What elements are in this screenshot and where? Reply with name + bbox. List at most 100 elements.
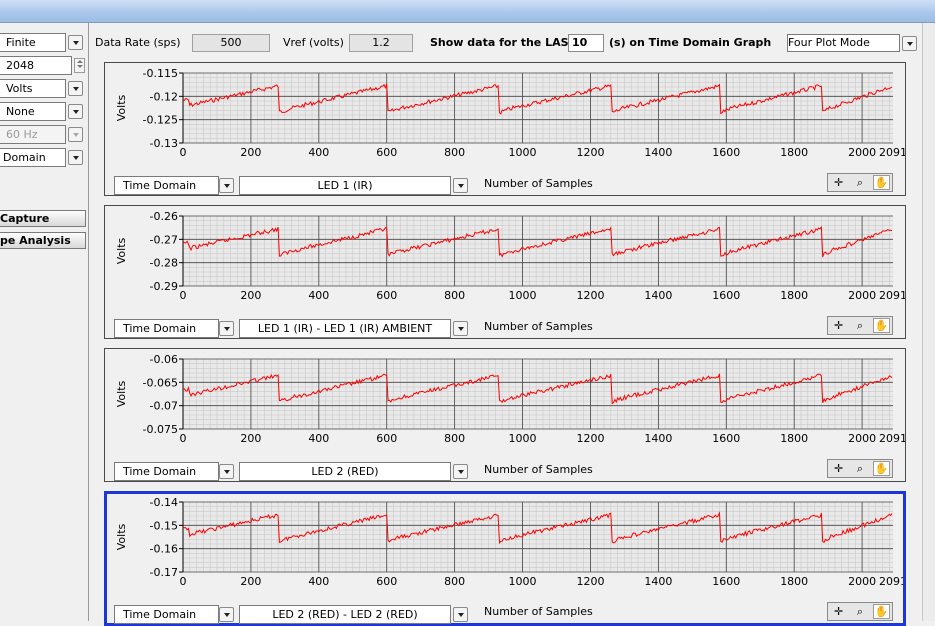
y-tick-label: -0.17 xyxy=(150,566,178,579)
graph-signal-dropdown-button[interactable] xyxy=(453,607,468,622)
graph-signal-select[interactable]: LED 1 (IR) xyxy=(239,176,451,195)
domain-select[interactable]: Domain xyxy=(0,148,66,167)
spin-down-icon[interactable] xyxy=(76,65,83,68)
acquisition-mode-select[interactable]: Finite xyxy=(0,33,66,52)
x-tick-label: 800 xyxy=(444,146,465,159)
show-last-field[interactable]: 10 xyxy=(568,34,604,52)
graph-signal-dropdown-button[interactable] xyxy=(453,464,468,479)
pan-hand-icon[interactable]: ✋ xyxy=(872,175,890,190)
acquisition-mode-dropdown-button[interactable] xyxy=(68,35,83,50)
chevron-down-icon xyxy=(72,155,79,160)
filter-dropdown-button[interactable] xyxy=(68,104,83,119)
signal-trace xyxy=(182,373,893,405)
x-tick-label: 1200 xyxy=(576,289,604,302)
x-tick-label: 1200 xyxy=(576,432,604,445)
zoom-icon[interactable]: ⌕ xyxy=(856,318,864,332)
plot-mode-select[interactable]: Four Plot Mode xyxy=(787,34,900,52)
x-tick-label: 200 xyxy=(240,432,261,445)
chevron-down-icon xyxy=(906,41,913,46)
graph-signal-dropdown-button[interactable] xyxy=(453,178,468,193)
domain-dropdown-button[interactable] xyxy=(68,150,83,165)
units-dropdown-button[interactable] xyxy=(68,81,83,96)
y-tick-label: -0.29 xyxy=(150,280,178,293)
pan-hand-icon[interactable]: ✋ xyxy=(872,318,890,333)
zoom-icon[interactable]: ⌕ xyxy=(856,461,864,475)
graph-domain-dropdown-button[interactable] xyxy=(219,464,234,479)
y-axis-title: Volts xyxy=(115,94,128,121)
graph-domain-select[interactable]: Time Domain xyxy=(114,605,219,624)
graph-toolbar: ✛ ⌕ ✋ xyxy=(827,602,893,621)
plot-area xyxy=(183,502,893,572)
vertical-scrollbar[interactable] xyxy=(922,23,935,621)
graph-domain-value: Time Domain xyxy=(123,322,197,335)
units-select[interactable]: Volts xyxy=(0,79,66,98)
signal-trace xyxy=(182,511,893,545)
y-axis-title: Volts xyxy=(115,237,128,264)
x-tick-label: 600 xyxy=(376,289,397,302)
graph-signal-dropdown-button[interactable] xyxy=(453,321,468,336)
graph-domain-dropdown-button[interactable] xyxy=(219,607,234,622)
x-tick-label: 800 xyxy=(444,575,465,588)
zoom-icon[interactable]: ⌕ xyxy=(856,604,864,618)
x-tick-label: 1800 xyxy=(780,146,808,159)
x-axis-title: Number of Samples xyxy=(484,320,593,333)
spin-up-icon[interactable] xyxy=(76,60,83,63)
x-tick-label: 200 xyxy=(240,146,261,159)
graph-signal-value: LED 1 (IR) xyxy=(317,179,373,192)
y-tick-label: -0.12 xyxy=(150,90,178,103)
plot-mode-dropdown-button[interactable] xyxy=(902,36,917,51)
data-rate-field[interactable]: 500 xyxy=(192,34,270,52)
graph-plot-led2[interactable]: -0.06 -0.065 -0.07 -0.075 Volts 0 200 400 600 800… xyxy=(105,349,905,459)
chevron-down-icon xyxy=(457,469,464,474)
samples-spinner[interactable] xyxy=(74,58,85,73)
x-tick-label: 1000 xyxy=(509,432,537,445)
graph-plot-led1[interactable]: -0.115 -0.12 -0.125 -0.13 Volts 0 200 400 600 800… xyxy=(105,63,905,173)
chevron-down-icon xyxy=(72,132,79,137)
y-tick-label: -0.07 xyxy=(150,400,178,413)
cursor-move-icon[interactable]: ✛ xyxy=(834,319,844,332)
graph-panel-led1: -0.115 -0.12 -0.125 -0.13 Volts 0 200 400 600 800… xyxy=(104,62,906,196)
cursor-move-icon[interactable]: ✛ xyxy=(834,605,844,618)
vref-field[interactable]: 1.2 xyxy=(349,34,413,52)
x-tick-label: 2091 xyxy=(879,146,905,159)
chevron-down-icon xyxy=(72,40,79,45)
filter-select[interactable]: None xyxy=(0,102,66,121)
graph-panel-led1-ambient: -0.26 -0.27 -0.28 -0.29 Volts 0 200 400 600 800 10… xyxy=(104,205,906,339)
graph-domain-dropdown-button[interactable] xyxy=(219,321,234,336)
x-tick-label: 1400 xyxy=(644,575,672,588)
graph-signal-select[interactable]: LED 2 (RED) - LED 2 (RED) xyxy=(239,605,451,624)
cursor-move-icon[interactable]: ✛ xyxy=(834,176,844,189)
cursor-move-icon[interactable]: ✛ xyxy=(834,462,844,475)
x-tick-label: 0 xyxy=(180,575,187,588)
zoom-icon[interactable]: ⌕ xyxy=(856,175,864,189)
analysis-button[interactable]: pe Analysis xyxy=(0,232,86,249)
y-tick-label: -0.115 xyxy=(143,67,178,80)
x-tick-label: 1600 xyxy=(712,289,740,302)
signal-trace xyxy=(182,225,893,258)
pan-hand-icon[interactable]: ✋ xyxy=(872,604,890,619)
x-tick-label: 2091 xyxy=(879,575,903,588)
pan-hand-icon[interactable]: ✋ xyxy=(872,461,890,476)
graph-domain-select[interactable]: Time Domain xyxy=(114,462,219,481)
graph-domain-dropdown-button[interactable] xyxy=(219,178,234,193)
graph-plot-led1-ambient[interactable]: -0.26 -0.27 -0.28 -0.29 Volts 0 200 400 600 800 10… xyxy=(105,206,905,316)
graph-plot-led2-ambient[interactable]: -0.14 -0.15 -0.16 -0.17 Volts 0 200 400 600 800 10… xyxy=(107,494,903,604)
domain-value: Domain xyxy=(3,151,46,164)
x-tick-label: 1600 xyxy=(712,146,740,159)
plot-area xyxy=(183,73,893,143)
x-tick-label: 2000 xyxy=(848,575,876,588)
graph-signal-select[interactable]: LED 1 (IR) - LED 1 (IR) AMBIENT xyxy=(239,319,451,338)
capture-button[interactable]: Capture xyxy=(0,210,86,227)
graph-signal-value: LED 2 (RED) xyxy=(311,465,379,478)
x-tick-label: 2091 xyxy=(879,432,905,445)
graph-panel-led2: -0.06 -0.065 -0.07 -0.075 Volts 0 200 400 600 800… xyxy=(104,348,906,482)
graph-domain-select[interactable]: Time Domain xyxy=(114,319,219,338)
window-title-bar xyxy=(0,0,935,23)
graph-signal-select[interactable]: LED 2 (RED) xyxy=(239,462,451,481)
plot-mode-value: Four Plot Mode xyxy=(788,36,870,49)
graph-domain-select[interactable]: Time Domain xyxy=(114,176,219,195)
y-tick-label: -0.13 xyxy=(150,137,178,150)
chevron-down-icon xyxy=(457,326,464,331)
samples-field[interactable]: 2048 xyxy=(0,56,72,75)
chevron-down-icon xyxy=(223,612,230,617)
